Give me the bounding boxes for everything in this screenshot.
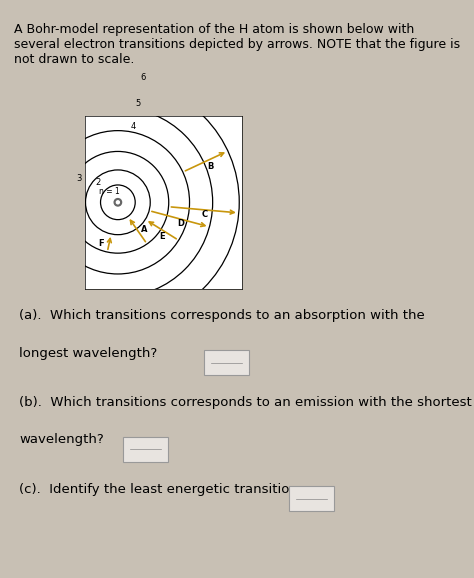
Text: longest wavelength?: longest wavelength? [19,347,157,360]
Text: 3: 3 [76,173,82,183]
Text: (b).  Which transitions corresponds to an emission with the shortest: (b). Which transitions corresponds to an… [19,396,472,409]
Text: A Bohr-model representation of the H atom is shown below with
several electron t: A Bohr-model representation of the H ato… [14,23,460,66]
Circle shape [116,201,119,204]
Text: F: F [99,239,104,247]
Text: D: D [177,219,184,228]
Text: C: C [202,210,208,219]
Text: wavelength?: wavelength? [19,434,104,446]
Text: B: B [208,162,214,172]
Text: 6: 6 [140,73,146,83]
Text: n = 1: n = 1 [100,187,120,197]
Circle shape [114,199,121,206]
Text: (c).  Identify the least energetic transition.: (c). Identify the least energetic transi… [19,483,302,495]
Text: 5: 5 [135,99,140,109]
Text: E: E [159,232,164,241]
FancyBboxPatch shape [123,437,168,462]
Text: A: A [140,225,147,235]
FancyBboxPatch shape [289,486,334,511]
Text: 2: 2 [96,179,101,187]
Text: 4: 4 [130,122,136,131]
FancyBboxPatch shape [204,350,249,375]
Text: (a).  Which transitions corresponds to an absorption with the: (a). Which transitions corresponds to an… [19,309,425,322]
